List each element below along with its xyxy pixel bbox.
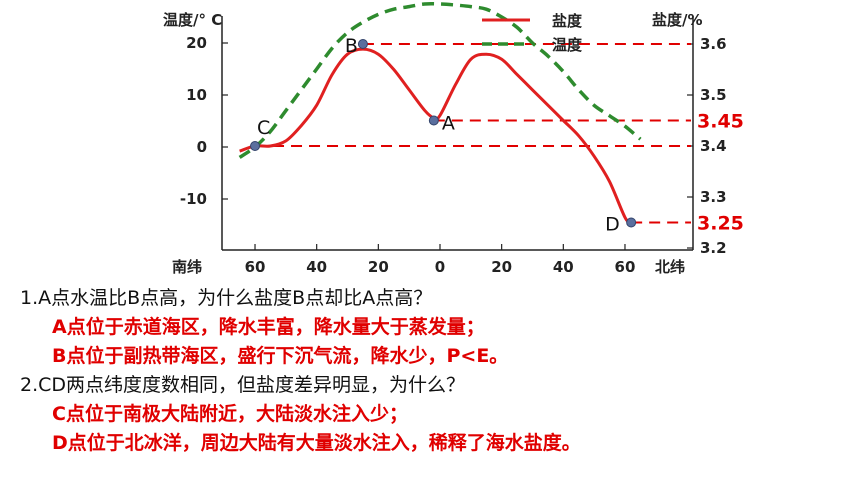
y-right-tick-label: 3.3 [700, 188, 727, 206]
qa-text-block: 1.A点水温比B点高，为什么盐度B点却比A点高？ A点位于赤道海区，降水丰富，降… [0, 284, 860, 458]
question-2: 2.CD两点纬度度数相同，但盐度差异明显，为什么？ [20, 374, 466, 396]
point-b-marker [357, 39, 368, 49]
y-right-tick-label: 3.5 [700, 86, 727, 104]
y-left-tick-label: 20 [186, 34, 207, 52]
y-left-axis-title: 温度/° C [163, 11, 222, 29]
answer-1-line-2: B点位于副热带海区，盛行下沉气流，降水少，P<E。 [52, 345, 509, 367]
y-left-tick-label: 0 [197, 138, 207, 156]
point-a-marker [428, 115, 439, 126]
reference-lines [255, 43, 691, 224]
point-d-marker [626, 217, 637, 228]
legend-temperature-label: 温度 [552, 36, 583, 54]
x-tick-label: 40 [553, 258, 574, 276]
point-c-label: C [257, 117, 270, 139]
y-right-highlight-tick-label: 3.45 [697, 111, 744, 133]
point-b-label: B [345, 35, 358, 57]
answer-2-line-1: C点位于南极大陆附近，大陆淡水注入少； [52, 403, 408, 425]
chart-axes: 温度/° C盐度/%南纬北纬3020100-103.63.53.43.33.23… [163, 11, 744, 276]
salinity-series-line [239, 47, 633, 224]
x-tick-label: 0 [435, 258, 445, 276]
x-tick-label: 40 [306, 258, 327, 276]
temperature-series-line [238, 2, 642, 159]
y-right-tick-label: 3.4 [700, 137, 727, 155]
x-tick-label: 20 [491, 258, 512, 276]
y-right-tick-label: 3.2 [700, 239, 727, 257]
y-right-highlight-tick-label: 3.25 [697, 213, 744, 235]
y-left-tick-label: 10 [186, 86, 207, 104]
x-tick-label: 60 [615, 258, 636, 276]
y-left-tick-label: -10 [180, 190, 207, 208]
x-tick-label: 20 [368, 258, 389, 276]
point-a-label: A [442, 113, 455, 135]
answer-2-line-2: D点位于北冰洋，周边大陆有大量淡水注入，稀释了海水盐度。 [52, 432, 581, 454]
x-axis-south-label: 南纬 [172, 258, 202, 276]
point-d-label: D [605, 214, 620, 236]
y-right-tick-label: 3.6 [700, 35, 727, 53]
y-right-axis-title: 盐度/% [652, 11, 703, 29]
x-tick-label: 60 [245, 258, 266, 276]
question-1: 1.A点水温比B点高，为什么盐度B点却比A点高？ [20, 287, 433, 309]
legend-salinity-label: 盐度 [552, 12, 583, 30]
salinity-temperature-chart: 温度/° C盐度/%南纬北纬3020100-103.63.53.43.33.23… [163, 2, 744, 276]
x-axis-north-label: 北纬 [655, 258, 685, 276]
chart-marks: B A C D [250, 35, 637, 236]
answer-1-line-1: A点位于赤道海区，降水丰富，降水量大于蒸发量； [52, 316, 485, 338]
point-c-marker [250, 141, 261, 151]
